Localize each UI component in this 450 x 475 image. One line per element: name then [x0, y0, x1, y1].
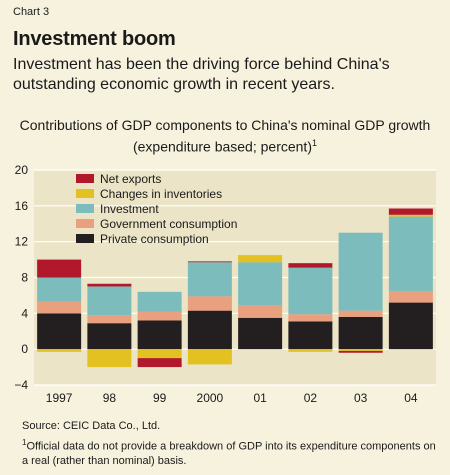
x-tick-label: 03 [354, 391, 368, 405]
bar-segment-changes-in-inventories [187, 349, 232, 365]
y-tick-label: 16 [15, 199, 29, 213]
source-note: Source: CEIC Data Co., Ltd. [22, 420, 161, 432]
bar-segment-private-consumption [37, 313, 82, 350]
bar-segment-net-exports [388, 208, 433, 215]
bar-segment-government-consumption [37, 301, 82, 314]
bar-segment-government-consumption [288, 314, 333, 322]
y-tick-label: 0 [21, 342, 28, 356]
bar-segment-private-consumption [187, 310, 232, 350]
x-tick-label: 2000 [197, 391, 224, 405]
y-tick-label: 4 [21, 306, 28, 320]
bar-segment-investment [137, 291, 182, 312]
bar-segment-private-consumption [288, 321, 333, 350]
bar-segment-changes-in-inventories [338, 349, 383, 351]
y-tick-label: 8 [21, 271, 28, 285]
bar-segment-investment [37, 277, 82, 302]
chart-title-footnote-marker: 1 [311, 138, 317, 148]
bar-segment-changes-in-inventories [87, 349, 132, 368]
bar-segment-net-exports [288, 263, 333, 268]
bar-segment-government-consumption [388, 290, 433, 303]
legend-label: Changes in inventories [100, 187, 222, 201]
page-title: Investment boom [13, 28, 176, 50]
x-tick-label: 04 [404, 391, 418, 405]
bar-segment-government-consumption [87, 315, 132, 324]
chart-title-line2: (expenditure based; percent) [132, 138, 312, 155]
chart-number-label: Chart 3 [13, 6, 50, 18]
bar-segment-net-exports [87, 283, 132, 287]
legend-label: Investment [100, 202, 159, 216]
bar-segment-changes-in-inventories [137, 349, 182, 359]
legend-label: Private consumption [100, 232, 209, 246]
x-tick-label: 1997 [46, 391, 73, 405]
y-tick-label: 12 [15, 235, 29, 249]
bar-segment-investment [288, 267, 333, 315]
legend-label: Government consumption [100, 217, 237, 231]
bar-segment-private-consumption [338, 316, 383, 350]
bar-segment-investment [388, 216, 433, 291]
chart-title-line1: Contributions of GDP components to China… [19, 117, 431, 133]
chart-title: Contributions of GDP components to China… [0, 116, 450, 156]
bar-segment-government-consumption [137, 311, 182, 321]
bar-segment-net-exports [338, 350, 383, 353]
bar-segment-government-consumption [338, 310, 383, 317]
bar-segment-private-consumption [388, 302, 433, 350]
x-tick-label: 99 [153, 391, 167, 405]
x-tick-label: 98 [103, 391, 117, 405]
x-tick-label: 02 [304, 391, 318, 405]
footnote: 1Official data do not provide a breakdow… [22, 436, 437, 468]
legend-swatch [76, 174, 94, 183]
bar-segment-private-consumption [87, 323, 132, 350]
bar-segment-government-consumption [238, 305, 283, 318]
bar-segment-net-exports [187, 261, 232, 263]
bar-segment-net-exports [137, 358, 182, 368]
bar-segment-investment [338, 232, 383, 311]
bar-segment-government-consumption [187, 296, 232, 311]
legend-swatch [76, 219, 94, 228]
x-tick-label: 01 [253, 391, 267, 405]
bar-segment-investment [238, 262, 283, 306]
bar-segment-changes-in-inventories [37, 349, 82, 352]
legend-swatch [76, 189, 94, 198]
y-tick-label: −4 [14, 378, 28, 392]
bar-segment-private-consumption [137, 320, 182, 350]
bar-segment-private-consumption [238, 317, 283, 350]
legend-swatch [76, 204, 94, 213]
bar-segment-net-exports [37, 259, 82, 278]
bar-segment-investment [87, 286, 132, 316]
legend-swatch [76, 234, 94, 243]
footnote-marker: 1 [22, 438, 27, 447]
footnote-text: Official data do not provide a breakdown… [22, 440, 436, 467]
bar-segment-changes-in-inventories [388, 214, 433, 217]
legend-label: Net exports [100, 172, 161, 186]
bar-segment-investment [187, 262, 232, 297]
y-tick-label: 20 [15, 163, 29, 177]
bar-segment-changes-in-inventories [288, 349, 333, 352]
bar-segment-changes-in-inventories [238, 255, 283, 263]
page-subtitle: Investment has been the driving force be… [13, 56, 390, 93]
